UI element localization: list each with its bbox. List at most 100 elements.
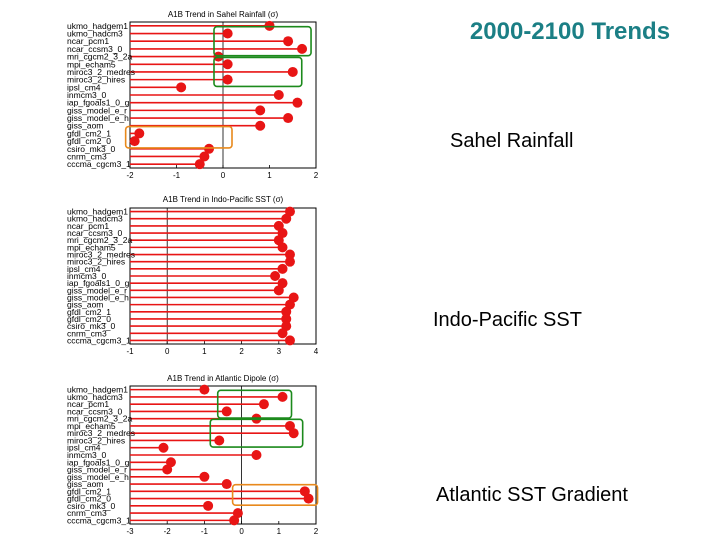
chart-title: A1B Trend in Atlantic Dipole (σ)	[167, 374, 279, 383]
data-point	[277, 242, 288, 253]
category-label: mpi_echam5	[67, 242, 116, 252]
category-label: ncar_pcm1	[67, 36, 109, 46]
category-label: giss_model_e_r	[67, 105, 127, 115]
data-point	[134, 128, 145, 139]
data-point	[284, 256, 295, 267]
category-label: giss_model_e_r	[67, 285, 127, 295]
data-point	[199, 384, 210, 395]
category-label: gfdl_cm2_0	[67, 314, 111, 324]
category-label: inmcm3_0	[67, 271, 106, 281]
data-point	[176, 82, 187, 93]
label-area	[63, 208, 130, 344]
category-label: ukmo_hadcm3	[67, 392, 123, 402]
x-tick-label: -2	[126, 171, 134, 180]
category-label: giss_model_e_h	[67, 472, 129, 482]
category-label: giss_model_e_h	[67, 113, 129, 123]
highlight-box	[216, 389, 293, 419]
x-tick-label: 1	[277, 527, 282, 536]
data-point	[221, 479, 232, 490]
category-label: ukmo_hadcm3	[67, 29, 123, 39]
category-label: mri_cgcm2_3_2a	[67, 52, 132, 62]
data-point	[222, 59, 233, 70]
category-label: miroc3_2_medres	[67, 250, 135, 260]
x-tick-label: 2	[314, 527, 319, 536]
x-tick-label: 2	[314, 171, 319, 180]
data-point	[277, 263, 288, 274]
data-point	[281, 306, 292, 317]
data-point	[288, 428, 299, 439]
category-label: mri_cgcm2_3_2a	[67, 235, 132, 245]
category-label: csiro_mk3_0	[67, 321, 115, 331]
category-label: ncar_pcm1	[67, 399, 109, 409]
category-label: iap_fgoals1_0_g	[67, 98, 130, 108]
data-point	[273, 90, 284, 100]
x-tick-label: 0	[239, 527, 244, 536]
data-point	[204, 143, 215, 154]
category-label: inmcm3_0	[67, 450, 106, 460]
data-point	[270, 271, 281, 281]
highlight-box	[209, 418, 304, 448]
data-point	[287, 66, 298, 77]
category-label: ipsl_cm4	[67, 443, 101, 453]
data-point	[284, 335, 295, 346]
data-point	[194, 159, 205, 170]
category-label: ukmo_hadgem1	[67, 385, 128, 395]
category-label: cnrm_cm3	[67, 151, 107, 161]
category-label: ncar_ccsm3_0	[67, 406, 123, 416]
category-label: iap_fgoals1_0_g	[67, 457, 130, 467]
data-point	[281, 213, 292, 224]
category-label: miroc3_2_medres	[67, 428, 135, 438]
data-point	[273, 285, 284, 296]
x-tick-label: 1	[267, 171, 272, 180]
caption-indo-pacific-sst: Indo-Pacific SST	[433, 309, 582, 331]
data-point	[264, 20, 275, 31]
data-point	[222, 28, 233, 39]
slide-title: 2000-2100 Trends	[469, 18, 671, 45]
category-label: giss_aom	[67, 121, 103, 131]
data-point	[221, 406, 232, 417]
category-label: miroc3_2_hires	[67, 435, 125, 445]
category-label: gfdl_cm2_1	[67, 307, 111, 317]
x-tick-label: 0	[165, 347, 170, 356]
category-label: ukmo_hadcm3	[67, 214, 123, 224]
data-point	[255, 120, 266, 131]
highlight-box	[124, 125, 233, 149]
category-label: gfdl_cm2_0	[67, 494, 111, 504]
category-label: miroc3_2_hires	[67, 75, 125, 85]
data-point	[255, 105, 266, 116]
data-point	[129, 136, 140, 147]
category-label: inmcm3_0	[67, 90, 106, 100]
data-point	[199, 471, 210, 482]
highlight-box	[213, 25, 312, 57]
x-tick-label: -1	[173, 171, 181, 180]
chart-title: A1B Trend in Indo-Pacific SST (σ)	[163, 195, 284, 204]
data-point	[283, 113, 294, 124]
category-label: gfdl_cm2_1	[67, 128, 111, 138]
label-area	[63, 386, 130, 524]
data-point	[158, 442, 169, 453]
x-tick-label: -1	[126, 347, 134, 356]
x-tick-label: -3	[126, 527, 134, 536]
data-point	[162, 464, 173, 475]
data-point	[251, 450, 262, 460]
highlight-box	[213, 56, 303, 88]
category-label: ukmo_hadgem1	[67, 207, 128, 217]
category-label: ncar_ccsm3_0	[67, 228, 123, 238]
data-point	[303, 493, 314, 504]
x-tick-label: 4	[314, 347, 319, 356]
data-point	[292, 97, 303, 108]
data-point	[283, 36, 294, 47]
category-label: giss_aom	[67, 479, 103, 489]
category-label: cnrm_cm3	[67, 328, 107, 338]
category-label: gfdl_cm2_1	[67, 486, 111, 496]
category-label: cccma_cgcm3_1	[67, 335, 131, 345]
category-label: miroc3_2_hires	[67, 257, 125, 267]
category-label: cnrm_cm3	[67, 508, 107, 518]
category-label: csiro_mk3_0	[67, 501, 115, 511]
category-label: ncar_ccsm3_0	[67, 44, 123, 54]
data-point	[297, 43, 308, 54]
category-label: giss_model_e_h	[67, 292, 129, 302]
data-point	[277, 328, 288, 339]
caption-atlantic-sst-gradient: Atlantic SST Gradient	[436, 484, 628, 506]
